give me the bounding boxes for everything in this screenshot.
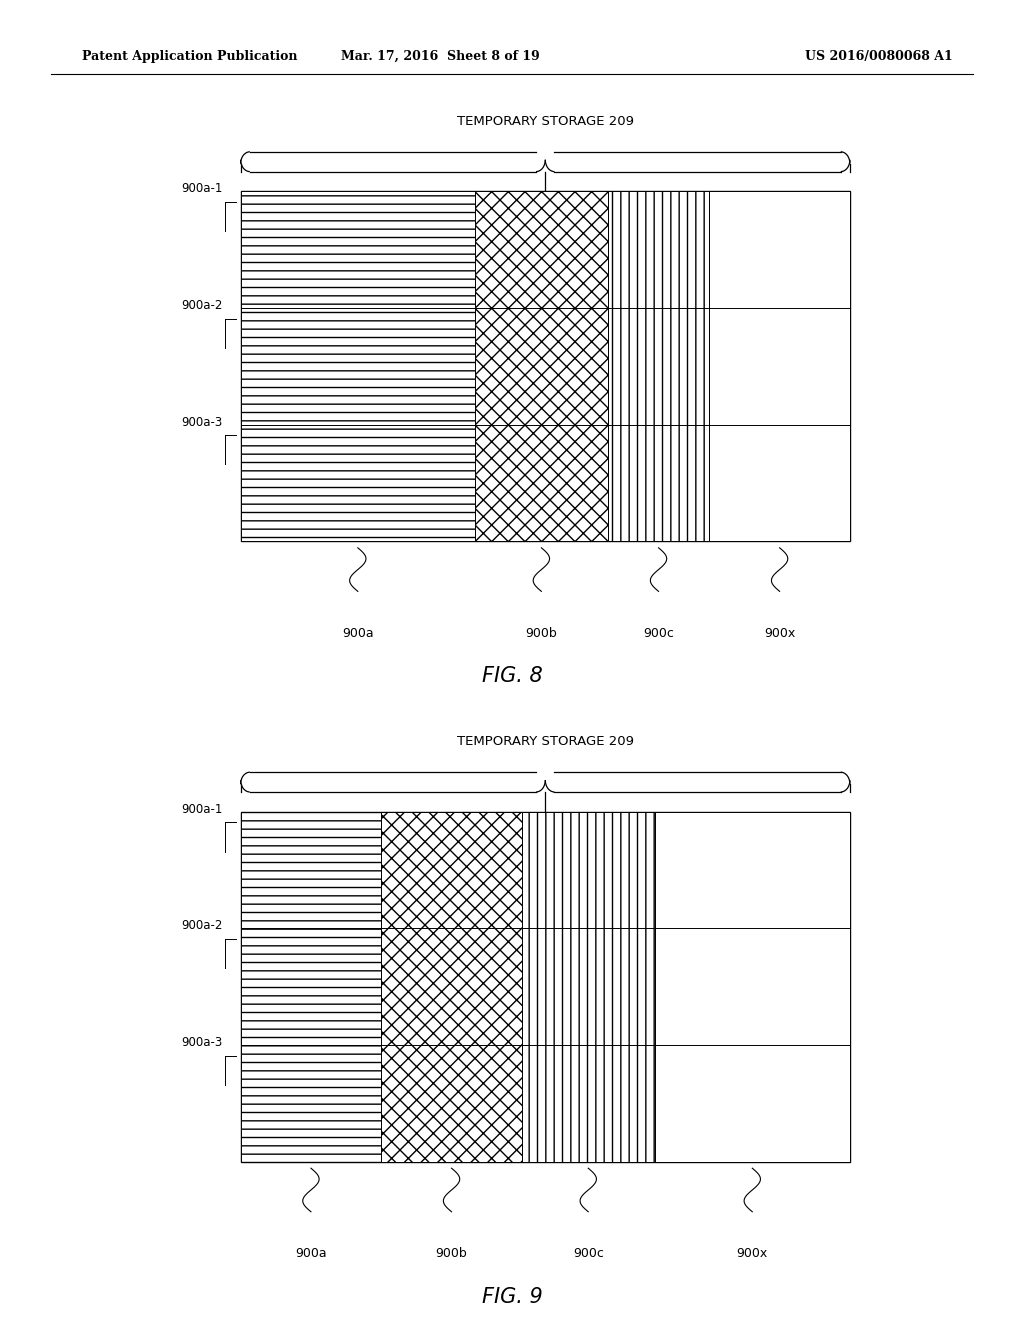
Bar: [241, 812, 850, 1162]
Bar: [241, 191, 850, 541]
Bar: [475, 191, 608, 541]
Text: 900c: 900c: [572, 1247, 604, 1261]
Text: 900a-1: 900a-1: [181, 182, 222, 195]
Text: 900a-1: 900a-1: [181, 803, 222, 816]
Text: Patent Application Publication: Patent Application Publication: [82, 50, 297, 63]
Bar: [710, 191, 850, 541]
Text: 900c: 900c: [643, 627, 674, 640]
Text: 900a-3: 900a-3: [181, 1036, 222, 1049]
Bar: [241, 191, 475, 541]
Text: FIG. 8: FIG. 8: [481, 667, 543, 686]
Bar: [654, 812, 850, 1162]
Bar: [241, 812, 381, 1162]
Text: TEMPORARY STORAGE 209: TEMPORARY STORAGE 209: [457, 115, 634, 128]
Text: 900a-3: 900a-3: [181, 416, 222, 429]
Text: 900x: 900x: [764, 627, 796, 640]
Text: 900x: 900x: [736, 1247, 768, 1261]
Bar: [522, 812, 654, 1162]
Text: 900b: 900b: [525, 627, 557, 640]
Text: 900a-2: 900a-2: [181, 298, 222, 312]
Text: FIG. 9: FIG. 9: [481, 1287, 543, 1307]
Text: 900a: 900a: [295, 1247, 327, 1261]
Text: Mar. 17, 2016  Sheet 8 of 19: Mar. 17, 2016 Sheet 8 of 19: [341, 50, 540, 63]
Text: TEMPORARY STORAGE 209: TEMPORARY STORAGE 209: [457, 735, 634, 748]
Text: 900a-2: 900a-2: [181, 919, 222, 932]
Text: 900b: 900b: [435, 1247, 467, 1261]
Bar: [608, 191, 710, 541]
Text: US 2016/0080068 A1: US 2016/0080068 A1: [805, 50, 952, 63]
Bar: [381, 812, 522, 1162]
Text: 900a: 900a: [342, 627, 374, 640]
